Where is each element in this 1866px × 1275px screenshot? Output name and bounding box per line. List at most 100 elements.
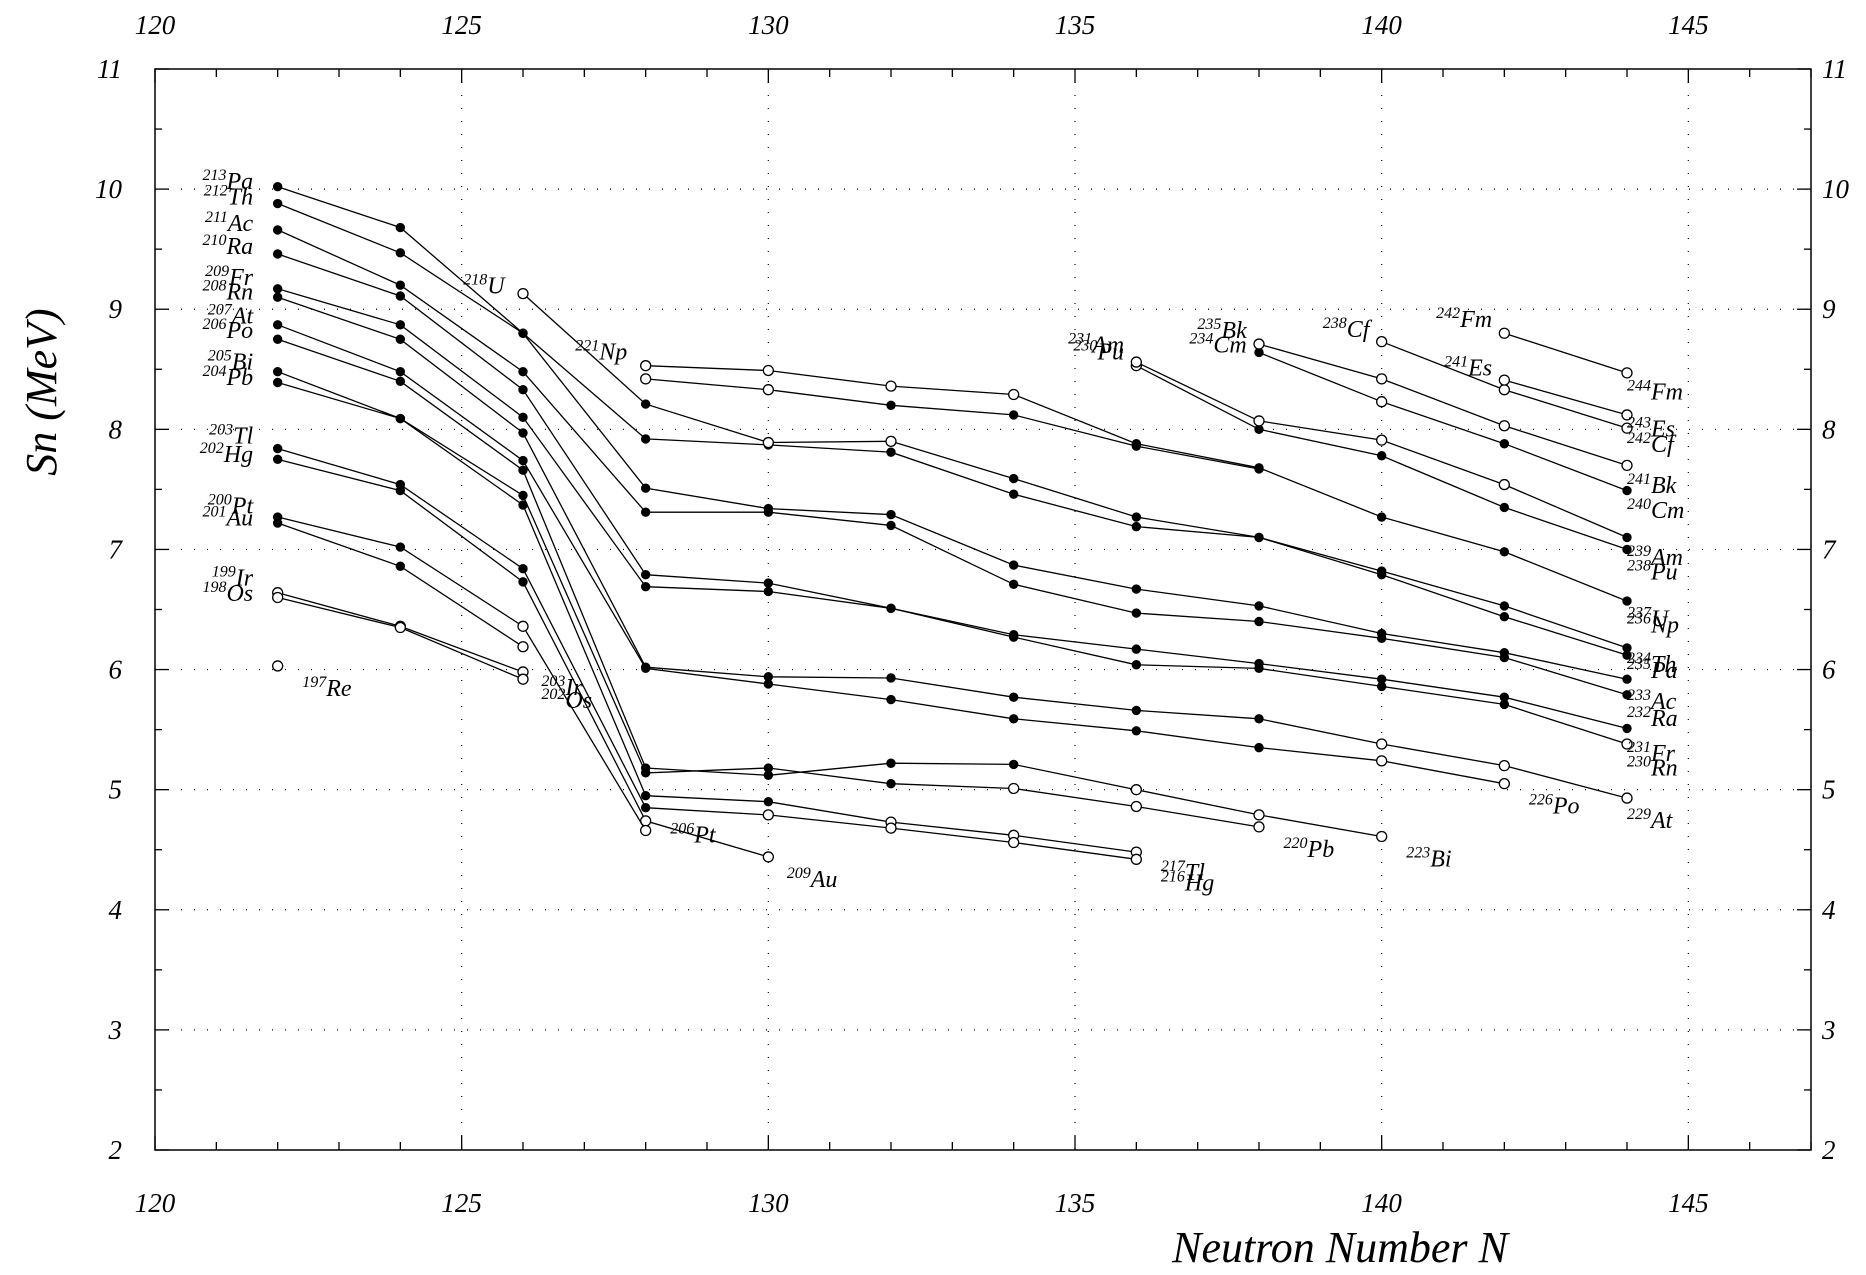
nuclide-symbol: Ir	[564, 675, 583, 701]
nuclide-symbol: Po	[1552, 794, 1580, 820]
open-point	[517, 287, 529, 300]
nuclide-symbol: Th	[228, 185, 253, 211]
filled-point	[640, 802, 651, 813]
nuclide-symbol: Pu	[1650, 559, 1678, 585]
nuclide-mass: 242	[1627, 430, 1651, 447]
filled-point	[886, 520, 896, 531]
x-tick-label-top: 120	[135, 10, 176, 40]
nuclide-symbol: Cf	[1651, 432, 1677, 458]
nuclide-symbol: Au	[224, 505, 253, 531]
filled-point	[640, 581, 651, 592]
nuclide-label: 221Np	[575, 338, 627, 366]
grid-layer	[155, 69, 1811, 1150]
open-point	[885, 380, 897, 392]
nuclide-symbol: U	[1651, 606, 1670, 632]
filled-point	[763, 763, 774, 773]
open-point	[1008, 782, 1020, 795]
nuclide-mass: 205	[208, 347, 232, 364]
nuclide-symbol: Cm	[1213, 332, 1246, 358]
nuclide-mass: 199	[212, 563, 236, 580]
filled-point	[395, 561, 406, 571]
filled-point	[1254, 663, 1264, 674]
nuclide-label: 235Bk	[1197, 316, 1247, 344]
nuclide-mass: 221	[575, 338, 599, 355]
filled-point	[518, 465, 528, 475]
nuclide-label: 208Rn	[202, 278, 253, 306]
nuclide-mass: 238	[1627, 557, 1651, 574]
filled-point	[272, 443, 283, 454]
filled-point	[395, 376, 406, 386]
nuclide-label: 209Au	[787, 865, 838, 893]
open-point	[1130, 356, 1142, 368]
filled-point	[395, 366, 406, 377]
y-tick-label-left: 4	[109, 895, 123, 925]
filled-point	[1376, 451, 1387, 461]
series-hg	[272, 454, 774, 863]
label-layer: 213Pa212Th211Ac210Ra209Fr208Rn207At206Po…	[200, 167, 1685, 896]
nuclide-symbol: Bi	[1430, 847, 1451, 873]
open-point	[272, 660, 284, 672]
filled-point	[1131, 608, 1142, 618]
nuclide-symbol: Pb	[225, 365, 253, 391]
x-tick-label-bottom: 145	[1668, 1188, 1709, 1218]
y-tick-label-right: 5	[1822, 775, 1836, 805]
nuclide-mass: 240	[1627, 496, 1651, 513]
nuclide-symbol: Rn	[225, 280, 253, 306]
open-point	[1498, 420, 1510, 432]
nuclide-mass: 213	[202, 167, 226, 184]
filled-point	[1622, 532, 1632, 543]
nuclide-symbol: Cm	[1651, 498, 1684, 524]
x-tick-label-bottom: 140	[1361, 1188, 1402, 1218]
open-point	[1376, 336, 1388, 348]
nuclide-label: 232Ra	[1627, 704, 1678, 732]
filled-point	[1131, 705, 1142, 716]
series-line	[277, 381, 1137, 853]
open-point	[1253, 415, 1265, 427]
filled-point	[272, 225, 283, 235]
nuclide-label: 230Pu	[1073, 338, 1124, 366]
nuclide-symbol: Os	[565, 688, 592, 714]
series-line	[277, 296, 1628, 799]
filled-point	[886, 400, 896, 411]
series-ra	[272, 249, 1632, 734]
nuclide-label: 216Hg	[1161, 869, 1214, 897]
nuclide-label: 241Es	[1444, 353, 1492, 381]
filled-point	[1008, 489, 1019, 499]
filled-point	[640, 768, 651, 778]
filled-point	[1131, 441, 1142, 451]
filled-point	[518, 455, 528, 466]
filled-point	[518, 577, 528, 587]
nuclide-symbol: Pa	[1650, 658, 1678, 684]
nuclide-mass: 208	[202, 278, 226, 295]
nuclide-mass: 242	[1436, 305, 1460, 322]
series-am	[1130, 356, 1632, 543]
nuclide-mass: 197	[302, 674, 327, 691]
filled-point	[640, 569, 651, 580]
y-tick-label-right: 4	[1822, 895, 1836, 925]
y-axis-title: Sn (MeV)	[17, 308, 66, 475]
filled-point	[1622, 690, 1632, 700]
filled-point	[1622, 674, 1632, 684]
filled-point	[395, 542, 406, 552]
series-line	[277, 202, 1628, 680]
open-point	[1498, 759, 1510, 772]
open-point	[272, 591, 284, 604]
y-tick-label-left: 3	[108, 1015, 123, 1045]
nuclide-mass: 241	[1444, 353, 1468, 370]
nuclide-symbol: Fm	[1650, 379, 1683, 405]
x-tick-label-top: 140	[1361, 10, 1402, 40]
nuclide-mass: 231	[1627, 739, 1651, 756]
filled-point	[1499, 601, 1510, 611]
filled-point	[272, 518, 283, 528]
series-bi	[272, 366, 1265, 833]
nuclide-symbol: Rn	[1650, 755, 1678, 781]
nuclide-mass: 239	[1627, 543, 1651, 560]
nuclide-label: 212Th	[204, 183, 253, 211]
nuclide-mass: 232	[1627, 704, 1651, 721]
nuclide-symbol: Am	[1090, 332, 1124, 358]
nuclide-label: 242Cf	[1627, 430, 1677, 458]
open-point	[762, 809, 774, 821]
nuclide-mass: 244	[1627, 377, 1651, 394]
nuclide-label: 226Po	[1529, 792, 1580, 820]
filled-point	[395, 280, 406, 290]
